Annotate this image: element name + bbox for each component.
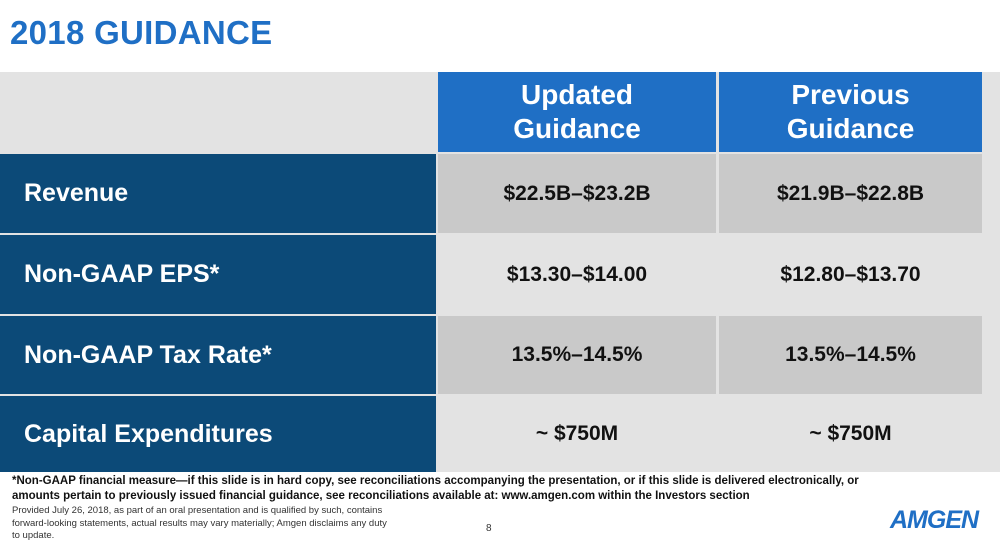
cell-eps-previous: $12.80–$13.70 bbox=[719, 235, 982, 314]
cell-revenue-updated: $22.5B–$23.2B bbox=[438, 154, 716, 233]
header-updated-guidance: Updated Guidance bbox=[438, 72, 716, 152]
amgen-logo: AMGEN bbox=[890, 506, 979, 534]
page-number: 8 bbox=[486, 523, 492, 534]
cell-eps-updated: $13.30–$14.00 bbox=[438, 235, 716, 314]
row-label-revenue: Revenue bbox=[0, 154, 436, 233]
cell-revenue-previous: $21.9B–$22.8B bbox=[719, 154, 982, 233]
footnote: *Non-GAAP financial measure—if this slid… bbox=[12, 474, 912, 504]
row-label-capital-expenditures: Capital Expenditures bbox=[0, 396, 436, 472]
row-label-non-gaap-eps: Non-GAAP EPS* bbox=[0, 235, 436, 314]
cell-tax-updated: 13.5%–14.5% bbox=[438, 316, 716, 394]
header-previous-line2: Guidance bbox=[786, 113, 915, 144]
page-title: 2018 GUIDANCE bbox=[10, 14, 273, 51]
header-previous-line1: Previous bbox=[791, 79, 910, 110]
cell-tax-previous: 13.5%–14.5% bbox=[719, 316, 982, 394]
header-previous-guidance: Previous Guidance bbox=[719, 72, 982, 152]
disclaimer: Provided July 26, 2018, as part of an or… bbox=[12, 505, 387, 541]
table-right-strip bbox=[982, 72, 1000, 472]
cell-capex-previous: ~ $750M bbox=[719, 396, 982, 472]
cell-capex-updated: ~ $750M bbox=[438, 396, 716, 472]
header-updated-line1: Updated bbox=[521, 79, 633, 110]
row-label-non-gaap-tax-rate: Non-GAAP Tax Rate* bbox=[0, 316, 436, 394]
footnote-line-2: amounts pertain to previously issued fin… bbox=[12, 490, 750, 502]
header-updated-line2: Guidance bbox=[513, 113, 641, 144]
footnote-line-1: *Non-GAAP financial measure—if this slid… bbox=[12, 475, 859, 487]
